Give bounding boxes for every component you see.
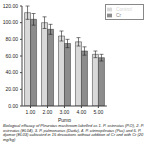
html-text:Cr: Cr — [115, 12, 122, 19]
svg-text:20.00: 20.00 — [8, 86, 18, 92]
svg-text:Pump: Pump — [58, 117, 71, 122]
svg-text:5.00: 5.00 — [94, 109, 104, 115]
html-text:Control: Control — [115, 6, 132, 12]
svg-text:120.00: 120.00 — [8, 3, 18, 9]
svg-text:100.00: 100.00 — [8, 19, 18, 25]
svg-text:1.00: 1.00 — [26, 109, 36, 115]
svg-text:2.00: 2.00 — [43, 109, 53, 115]
svg-text:4.00: 4.00 — [77, 109, 87, 115]
svg-text:60.00: 60.00 — [8, 53, 18, 59]
svg-text:80.00: 80.00 — [8, 36, 18, 42]
svg-text:3.00: 3.00 — [60, 109, 70, 115]
svg-text:0.00: 0.00 — [8, 103, 18, 109]
html-text:Biological efficacy of Pleurot: Biological efficacy of Pleurotus mushroo… — [3, 123, 144, 142]
svg-text:40.00: 40.00 — [8, 69, 18, 75]
